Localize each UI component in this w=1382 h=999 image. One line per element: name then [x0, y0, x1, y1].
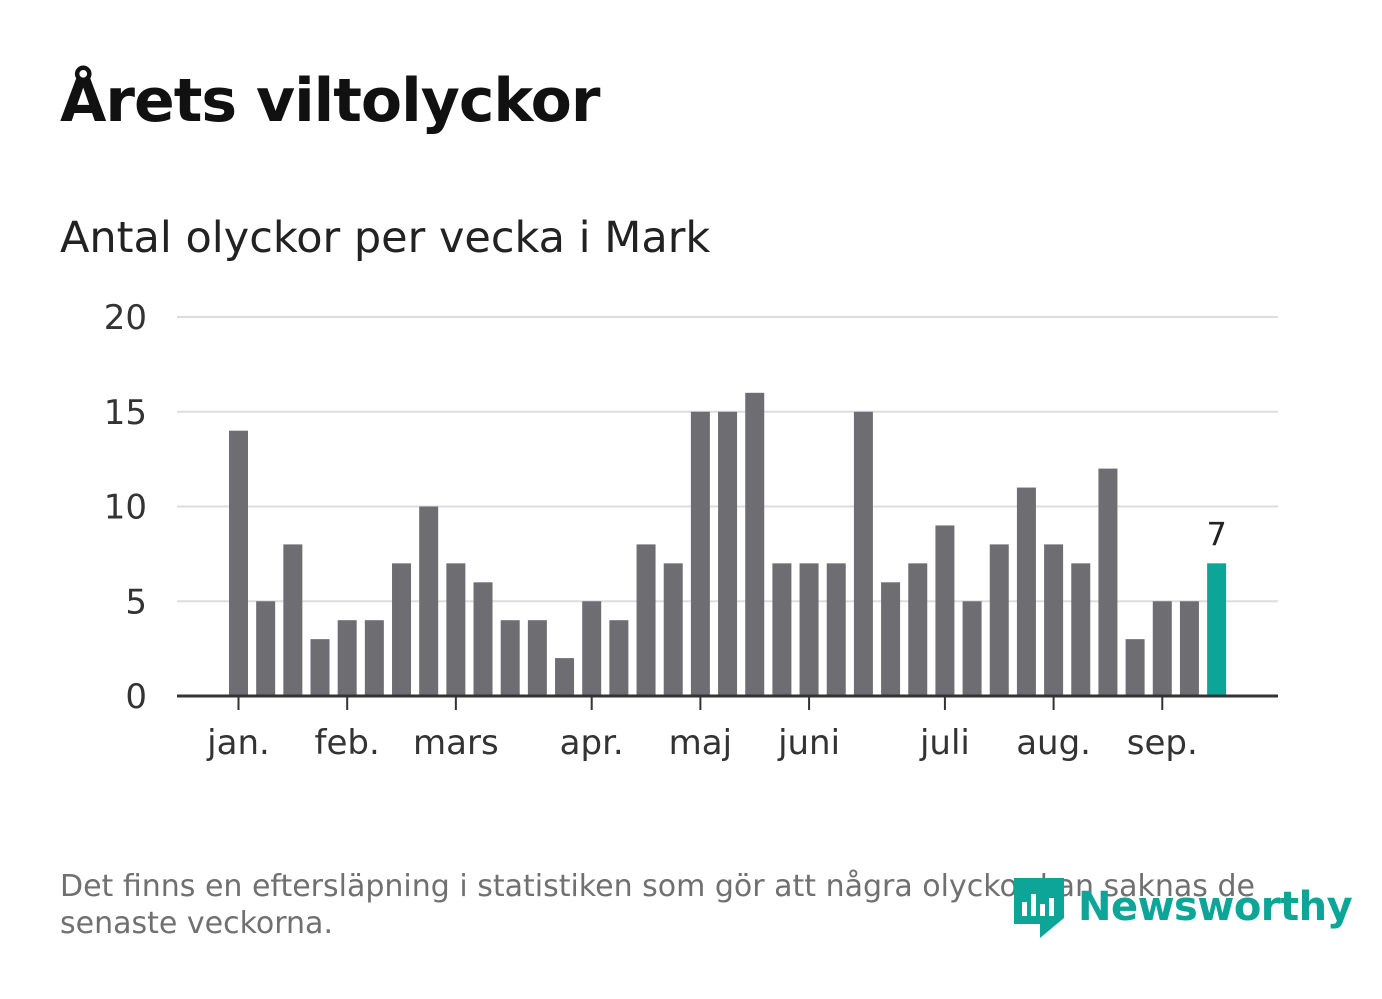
bar	[446, 563, 466, 696]
bar	[582, 601, 602, 696]
bar	[718, 411, 738, 696]
x-tick-label: juli	[919, 723, 970, 763]
chart-subtitle: Antal olyckor per vecka i Mark	[60, 213, 711, 263]
bar	[989, 544, 1009, 696]
x-tick-label: apr.	[560, 723, 624, 763]
x-tick-label: juni	[777, 723, 840, 763]
bar	[609, 620, 629, 696]
newsworthy-logo: Newsworthy	[1010, 874, 1353, 940]
y-tick-label: 15	[104, 393, 147, 433]
bar	[908, 563, 928, 696]
bar	[745, 392, 765, 696]
x-tick-label: mars	[413, 723, 499, 763]
bar	[772, 563, 792, 696]
bar	[1125, 639, 1145, 696]
bars	[229, 392, 1227, 696]
bar	[473, 582, 493, 696]
brand-name: Newsworthy	[1078, 884, 1353, 930]
bar	[419, 506, 439, 696]
bar	[826, 563, 846, 696]
bar	[881, 582, 901, 696]
bar	[555, 658, 575, 696]
y-tick-label: 5	[125, 582, 147, 622]
x-tick-label: sep.	[1127, 723, 1198, 763]
x-tick-label: aug.	[1016, 723, 1091, 763]
bar	[1179, 601, 1199, 696]
y-tick-label: 10	[104, 488, 147, 528]
bar	[962, 601, 982, 696]
y-tick-label: 0	[125, 677, 147, 717]
bar-highlight	[1207, 563, 1227, 696]
data-label: 7	[1206, 515, 1226, 553]
bar	[527, 620, 547, 696]
bar	[310, 639, 330, 696]
newsworthy-logo-icon	[1014, 878, 1064, 938]
x-axis-ticks: jan. feb. mars apr. maj juni juli aug. sep.	[206, 696, 1198, 763]
bar	[256, 601, 276, 696]
data-labels: 7	[1206, 515, 1226, 553]
bar	[853, 411, 873, 696]
y-tick-label: 20	[104, 298, 147, 338]
bar	[690, 411, 710, 696]
bar	[392, 563, 412, 696]
bar	[500, 620, 520, 696]
x-tick-label: jan.	[206, 723, 270, 763]
bar	[337, 620, 357, 696]
x-tick-label: maj	[669, 723, 732, 763]
bar	[799, 563, 819, 696]
bar	[935, 525, 955, 696]
y-axis-ticks: 0 5 10 15 20	[104, 298, 147, 717]
bar	[1044, 544, 1064, 696]
bar	[283, 544, 303, 696]
bar-chart: 0 5 10 15 20 jan. feb. mars apr. maj juni juli aug.…	[104, 298, 1278, 763]
bar	[1071, 563, 1091, 696]
bar	[364, 620, 384, 696]
x-tick-label: feb.	[315, 723, 380, 763]
bar	[636, 544, 656, 696]
bar	[663, 563, 683, 696]
bar	[1016, 487, 1036, 696]
bar	[1098, 468, 1118, 696]
bar	[229, 430, 248, 696]
chart-title: Årets viltolyckor	[60, 66, 600, 136]
bar	[1152, 601, 1172, 696]
